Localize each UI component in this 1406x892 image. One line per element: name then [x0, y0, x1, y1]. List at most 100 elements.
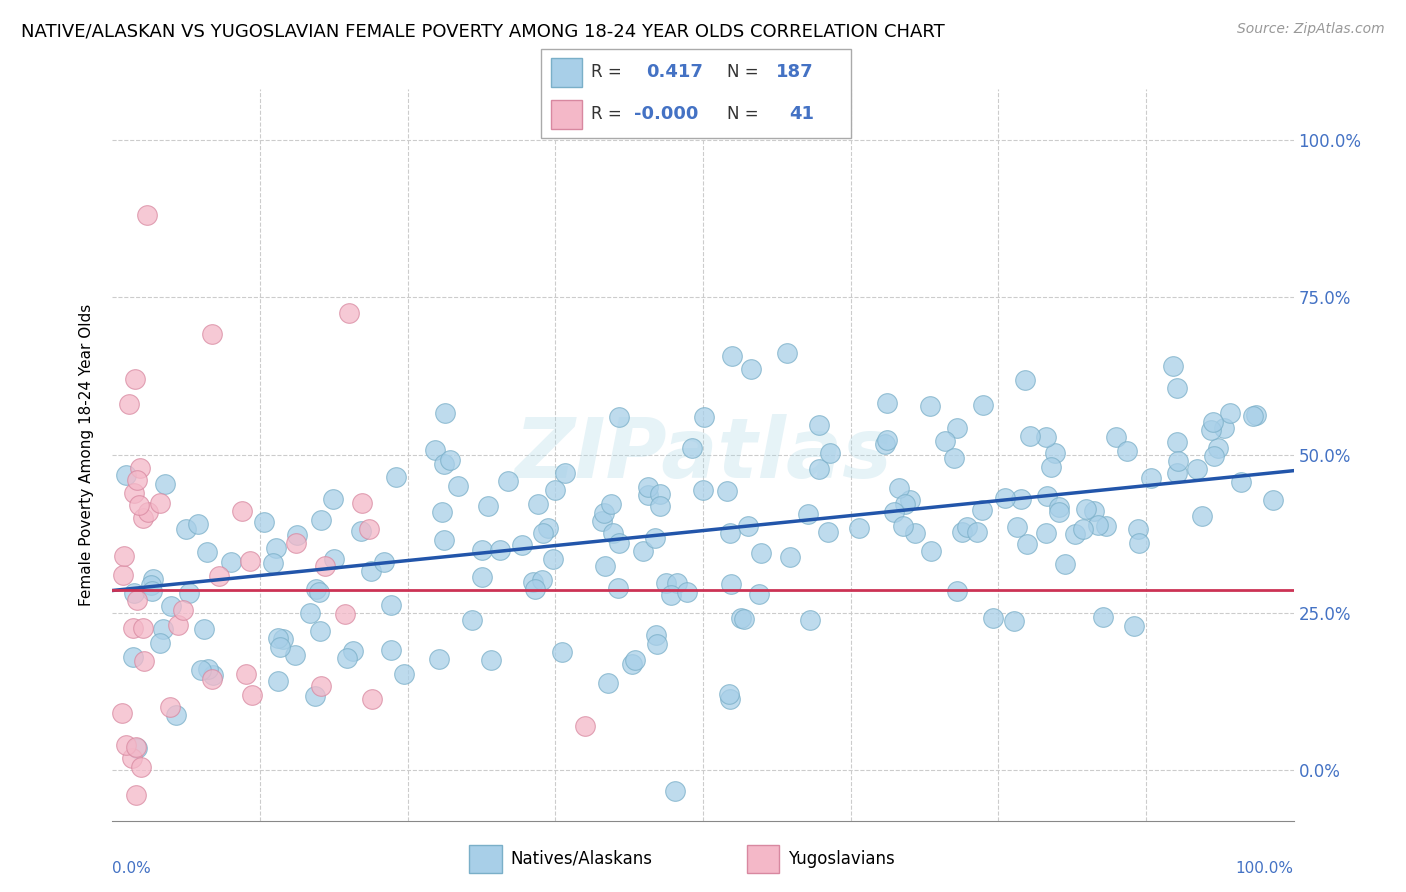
Point [737, 518, 759, 533]
Point [193, 622, 215, 636]
Point [644, 532, 666, 546]
Point [337, 306, 360, 320]
Point [309, 679, 332, 693]
Point [894, 497, 917, 511]
Point [132, 621, 155, 635]
Point [599, 497, 621, 511]
Point [433, 458, 456, 472]
Point [541, 552, 564, 566]
Point [141, 583, 163, 598]
Point [262, 556, 284, 570]
Point [496, 474, 519, 488]
Point [1166, 435, 1188, 450]
Point [1091, 610, 1114, 624]
Point [904, 525, 927, 540]
Point [526, 497, 548, 511]
Point [111, 706, 134, 720]
Text: R =: R = [591, 63, 621, 81]
Point [477, 499, 499, 513]
Point [748, 587, 770, 601]
Point [946, 421, 969, 435]
Point [174, 523, 197, 537]
Point [423, 443, 446, 458]
Point [531, 526, 554, 541]
Point [943, 451, 966, 466]
Point [323, 552, 346, 566]
Point [1074, 501, 1097, 516]
Point [620, 657, 643, 671]
Point [733, 612, 755, 626]
Point [373, 555, 395, 569]
Point [602, 526, 624, 541]
Point [808, 417, 831, 432]
Point [716, 484, 738, 499]
Point [1261, 493, 1284, 508]
Text: 41: 41 [789, 105, 814, 123]
Point [269, 640, 291, 654]
Point [1015, 537, 1038, 551]
Point [352, 496, 374, 510]
Point [693, 410, 716, 425]
Point [740, 362, 762, 376]
Point [152, 622, 174, 636]
Point [322, 491, 344, 506]
Point [166, 617, 188, 632]
Text: ZIPatlas: ZIPatlas [515, 415, 891, 495]
Point [956, 520, 979, 534]
Point [195, 545, 218, 559]
Point [887, 481, 910, 495]
Point [1047, 505, 1070, 519]
Point [818, 446, 841, 460]
Point [433, 533, 456, 547]
Point [1199, 424, 1222, 438]
Point [142, 572, 165, 586]
Point [284, 536, 307, 550]
Point [361, 692, 384, 706]
Point [665, 576, 688, 591]
Point [920, 543, 942, 558]
Point [159, 699, 181, 714]
Point [200, 672, 222, 686]
Point [115, 467, 138, 482]
Point [177, 585, 200, 599]
Point [1035, 490, 1057, 504]
Point [1219, 406, 1241, 420]
Point [1035, 430, 1057, 444]
Bar [551, 58, 582, 87]
Point [1140, 471, 1163, 485]
Point [447, 479, 470, 493]
Point [1095, 519, 1118, 533]
Text: -0.000: -0.000 [634, 105, 699, 123]
Point [350, 524, 373, 539]
Point [1206, 441, 1229, 455]
Bar [551, 100, 582, 129]
Point [654, 576, 676, 591]
Point [129, 760, 152, 774]
Text: R =: R = [591, 105, 621, 123]
Point [271, 632, 294, 646]
Point [112, 549, 135, 564]
Point [231, 504, 253, 518]
Point [664, 784, 686, 798]
Point [357, 522, 380, 536]
Point [970, 502, 993, 516]
Point [1105, 430, 1128, 444]
Point [122, 586, 145, 600]
Point [115, 738, 138, 752]
Point [876, 396, 898, 410]
Point [309, 513, 332, 527]
Point [1014, 373, 1036, 387]
Point [1005, 520, 1028, 534]
Point [950, 524, 973, 539]
Point [681, 442, 703, 456]
Point [392, 666, 415, 681]
Point [848, 521, 870, 535]
Point [461, 613, 484, 627]
Point [1043, 446, 1066, 460]
Point [730, 611, 752, 625]
Point [439, 452, 461, 467]
Text: Source: ZipAtlas.com: Source: ZipAtlas.com [1237, 22, 1385, 37]
Point [471, 543, 494, 558]
Point [993, 491, 1015, 505]
Point [631, 544, 654, 558]
